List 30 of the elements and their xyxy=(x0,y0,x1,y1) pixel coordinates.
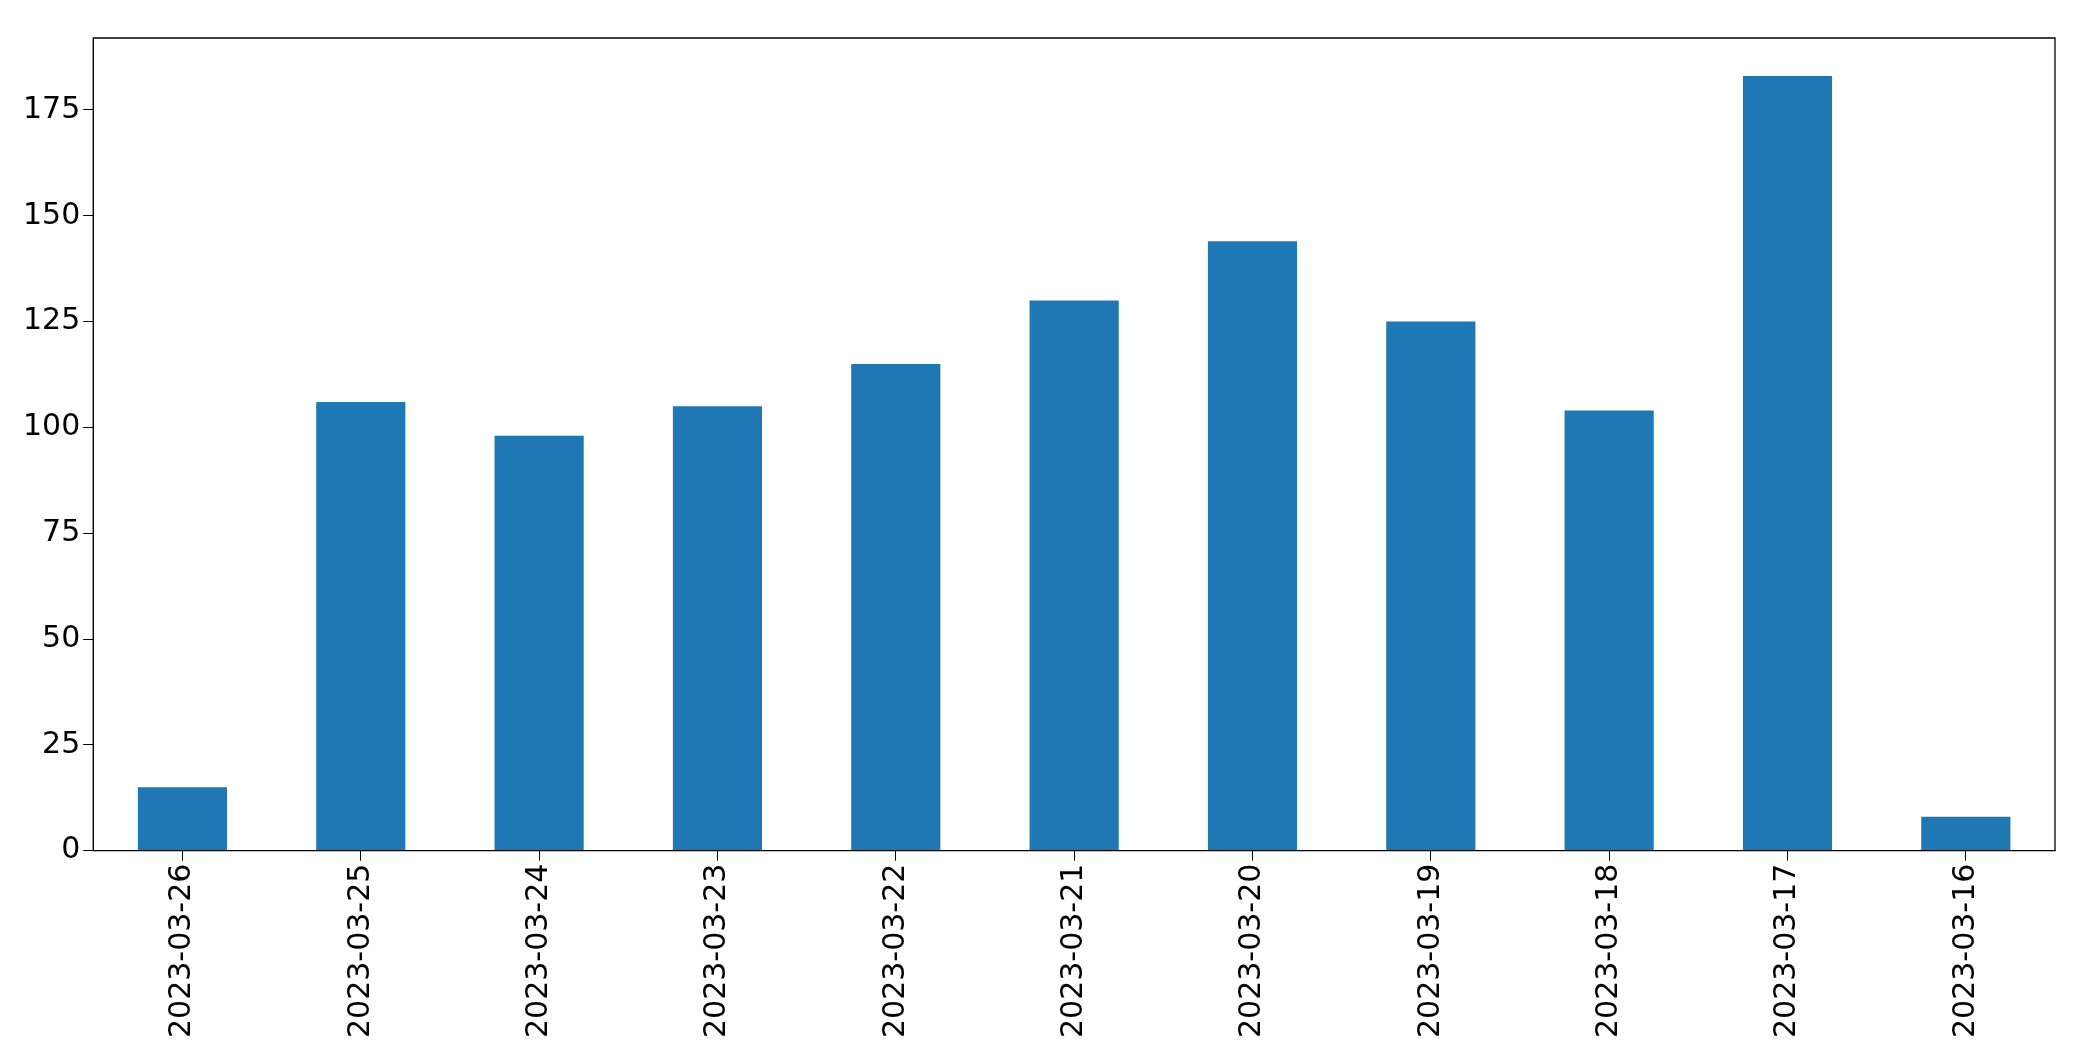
x-tick-label: 2023-03-23 xyxy=(697,863,733,1039)
x-tick-label: 2023-03-22 xyxy=(875,863,911,1039)
x-tick-label: 2023-03-24 xyxy=(518,863,554,1039)
bar xyxy=(672,406,763,851)
x-tick-label: 2023-03-21 xyxy=(1053,863,1089,1039)
y-tick-label: 50 xyxy=(42,618,81,654)
x-tick-label: 2023-03-16 xyxy=(1945,863,1981,1039)
y-tick-label: 125 xyxy=(23,301,81,337)
y-tick-label: 25 xyxy=(42,724,81,760)
x-tick-label: 2023-03-18 xyxy=(1588,863,1624,1039)
x-tick-label: 2023-03-25 xyxy=(340,863,376,1039)
bar xyxy=(1921,816,2011,851)
bar xyxy=(1386,321,1476,851)
bar xyxy=(851,363,941,851)
y-tick-label: 0 xyxy=(61,830,81,866)
bar xyxy=(1742,76,1833,851)
bar xyxy=(1564,410,1654,851)
bar xyxy=(1207,241,1298,851)
bar xyxy=(137,787,228,851)
x-tick-label: 2023-03-20 xyxy=(1232,863,1268,1039)
bar xyxy=(316,402,406,851)
bar xyxy=(494,435,584,851)
x-tick-label: 2023-03-17 xyxy=(1767,863,1803,1039)
y-tick-label: 100 xyxy=(23,407,81,443)
y-tick-label: 75 xyxy=(42,513,81,549)
bar xyxy=(1029,300,1119,851)
y-tick-label: 175 xyxy=(23,89,81,125)
x-tick-label: 2023-03-26 xyxy=(162,863,198,1039)
y-tick-label: 150 xyxy=(23,195,81,231)
x-tick-label: 2023-03-19 xyxy=(1410,863,1446,1039)
